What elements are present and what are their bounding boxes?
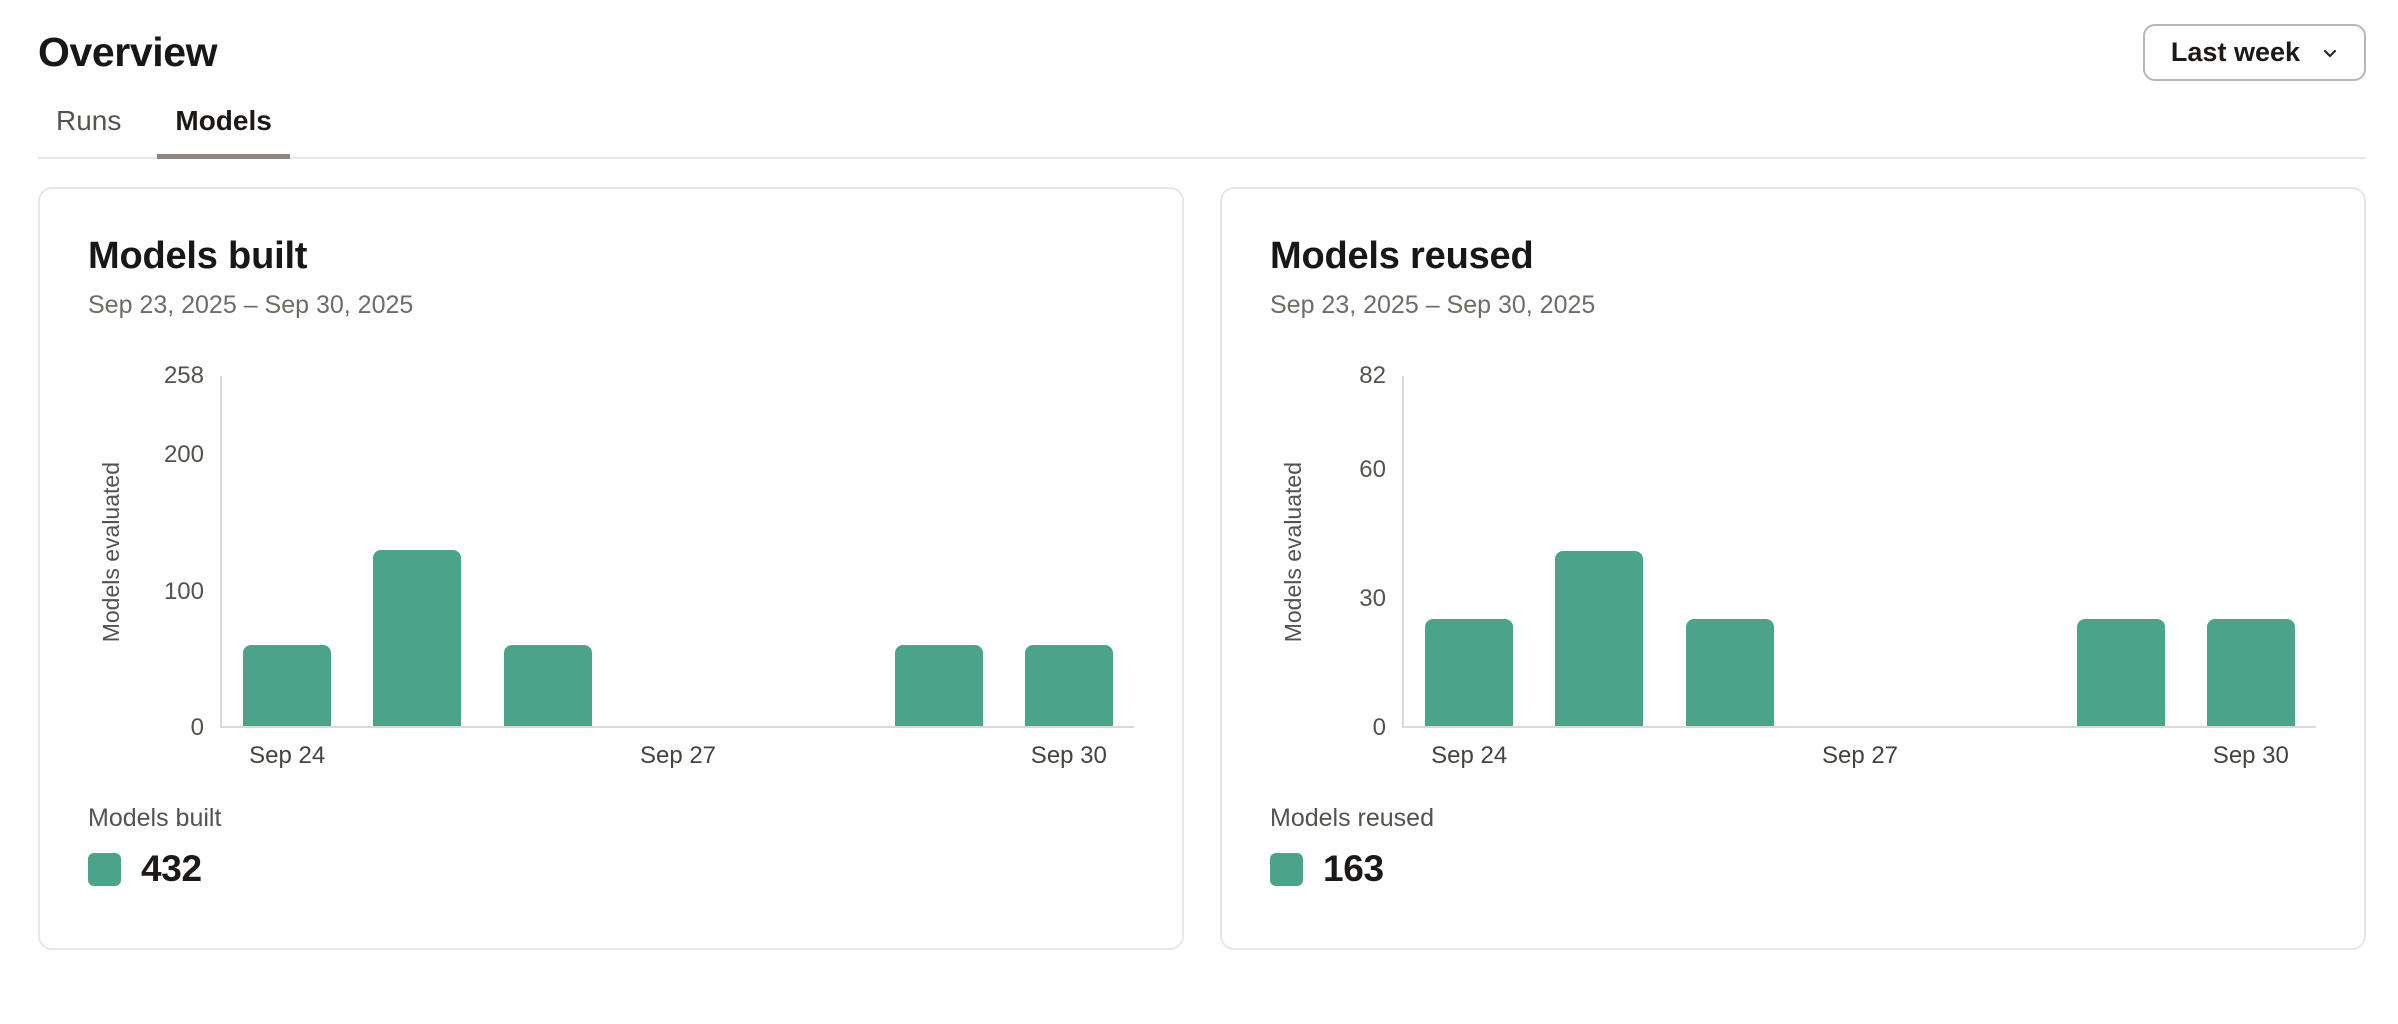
bar-sep-30 (2206, 619, 2295, 726)
bar-sep-24 (1425, 619, 1514, 726)
y-tick-label: 100 (163, 577, 204, 605)
x-tick-label: Sep 27 (1821, 742, 1899, 769)
card-models-built: Models built Sep 23, 2025 – Sep 30, 2025… (38, 187, 1184, 950)
x-tick-label: Sep 30 (2212, 742, 2289, 769)
bar-sep-29 (2076, 619, 2165, 726)
plot-area: Sep 24 Sep 27 Sep 30 (220, 376, 1134, 769)
x-tick-label: Sep 30 (1030, 742, 1107, 769)
legend-value: 432 (141, 848, 202, 889)
tab-runs-label: Runs (56, 105, 122, 136)
tab-models-label: Models (175, 105, 272, 136)
legend-label: Models reused (1270, 804, 1434, 832)
y-tick-label: 200 (163, 441, 204, 469)
chevron-down-icon (2318, 41, 2342, 65)
cards-container: Models built Sep 23, 2025 – Sep 30, 2025… (38, 187, 2366, 950)
bar-sep-29 (894, 644, 983, 726)
bar-sep-25 (373, 549, 462, 726)
timerange-label: Last week (2170, 37, 2300, 67)
bar-sep-24 (243, 644, 332, 726)
legend-value: 163 (1323, 848, 1384, 889)
card-title: Models built (88, 235, 308, 277)
legend-swatch (88, 852, 121, 886)
card-date-range: Sep 23, 2025 – Sep 30, 2025 (88, 291, 414, 319)
y-tick-label: 258 (163, 362, 204, 389)
y-axis-ticks: 0 30 60 82 (1316, 362, 1402, 741)
y-axis-title: Models evaluated (97, 461, 124, 643)
x-tick-label: Sep 24 (1431, 742, 1508, 769)
card-models-reused: Models reused Sep 23, 2025 – Sep 30, 202… (1220, 187, 2366, 950)
y-tick-label: 82 (1359, 362, 1386, 389)
tab-runs[interactable]: Runs (38, 105, 139, 157)
x-tick-label: Sep 24 (249, 742, 326, 769)
tab-bar: Runs Models (38, 105, 2366, 159)
page-title: Overview (38, 29, 218, 75)
y-tick-label: 60 (1359, 456, 1386, 484)
bar-chart: Models evaluated 0 30 60 82 Sep 24 Sep 27 Sep… (1270, 362, 2316, 769)
card-date-range: Sep 23, 2025 – Sep 30, 2025 (1270, 291, 1596, 319)
bar-sep-26 (1685, 619, 1774, 726)
bar-sep-26 (503, 644, 592, 726)
page-header: Overview Last week (38, 0, 2366, 81)
y-tick-label: 0 (190, 714, 204, 741)
y-axis-title: Models evaluated (1279, 461, 1306, 643)
card-title: Models reused (1270, 235, 1534, 277)
x-tick-label: Sep 27 (639, 742, 717, 769)
legend-label: Models built (88, 804, 222, 832)
bar-sep-25 (1555, 551, 1644, 726)
tab-models[interactable]: Models (157, 105, 290, 159)
legend-swatch (1270, 852, 1303, 886)
y-tick-label: 0 (1372, 714, 1386, 741)
active-tab-indicator (157, 154, 290, 159)
y-axis-ticks: 0 100 200 258 (134, 362, 220, 741)
y-tick-label: 30 (1359, 585, 1386, 613)
timerange-dropdown-button[interactable]: Last week (2142, 24, 2366, 81)
bar-sep-30 (1024, 644, 1113, 726)
page: Overview Last week Runs Models Models bu… (38, 0, 2366, 950)
plot-area: Sep 24 Sep 27 Sep 30 (1402, 376, 2316, 769)
chart-legend: Models built 432 (88, 804, 1134, 890)
chart-legend: Models reused 163 (1270, 804, 2316, 890)
bar-chart: Models evaluated 0 100 200 258 Sep 24 Sep 27… (88, 362, 1134, 769)
